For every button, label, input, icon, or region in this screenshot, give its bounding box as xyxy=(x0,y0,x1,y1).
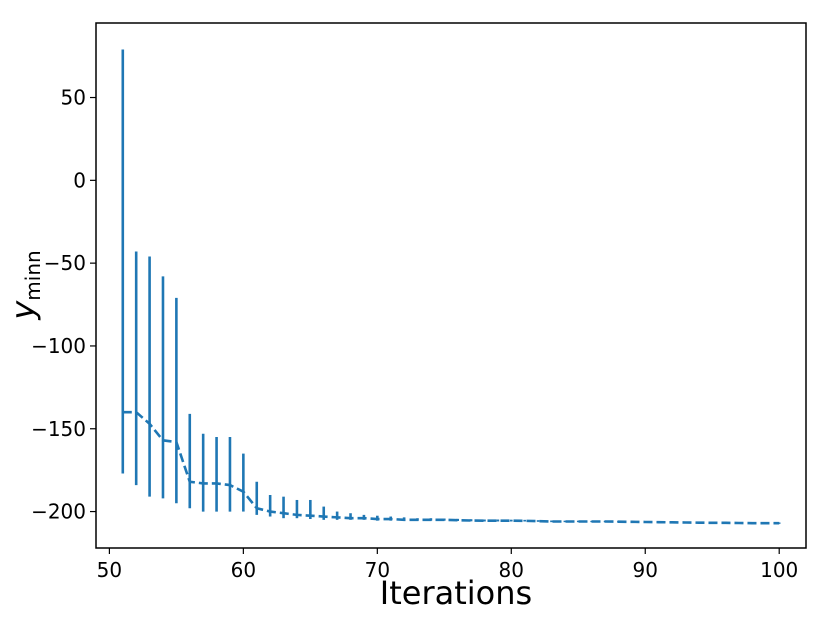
y-tick-label: 0 xyxy=(73,168,86,192)
y-axis: −200 −150 −100 −50 0 50 xyxy=(31,86,96,524)
series-lines xyxy=(122,410,780,525)
y-tick-label: −50 xyxy=(44,251,86,275)
y-tick-label: 50 xyxy=(61,86,86,110)
x-tick-label: 50 xyxy=(97,558,122,582)
y-tick-label: −200 xyxy=(31,500,86,524)
series-line xyxy=(122,410,780,525)
x-tick-label: 100 xyxy=(760,558,798,582)
x-axis-title: Iterations xyxy=(380,574,532,612)
y-axis-title: yminn xyxy=(4,250,45,320)
y-tick-label: −150 xyxy=(31,417,86,441)
x-tick-label: 90 xyxy=(633,558,658,582)
error-bars xyxy=(121,49,781,524)
y-axis-title-subscript: minn xyxy=(21,250,45,300)
y-tick-label: −100 xyxy=(31,334,86,358)
x-tick-label: 70 xyxy=(365,558,390,582)
plot-frame xyxy=(95,22,807,549)
x-tick-label: 80 xyxy=(499,558,524,582)
x-tick-label: 60 xyxy=(231,558,256,582)
y-axis-title-base: y xyxy=(4,300,42,321)
plot-background xyxy=(96,23,806,548)
x-axis: 50 60 70 80 90 100 xyxy=(97,548,798,582)
